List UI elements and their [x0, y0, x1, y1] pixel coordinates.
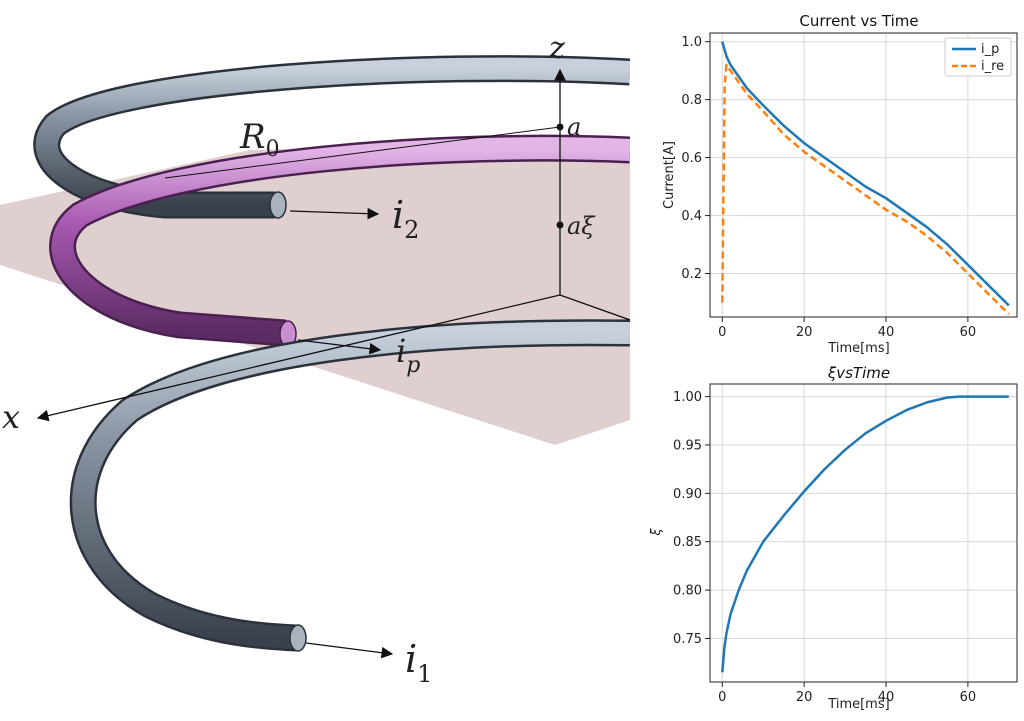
outer-coil-top — [33, 55, 630, 219]
xi-vs-time-chart: ξvsTime 0 20 40 600.750.800.850.900.951.00 … — [649, 364, 1018, 712]
label-z: z — [548, 31, 565, 66]
chart1-title: Current vs Time — [799, 12, 918, 30]
c2-ytick-label-5: 1.00 — [673, 390, 702, 405]
c2-ytick-label-2: 0.85 — [673, 535, 702, 550]
point-a-xi — [556, 221, 564, 229]
c2-xtick-label-2: 40 — [878, 690, 895, 705]
c2-xtick-label-0: 0 — [718, 690, 726, 705]
coil-diagram: z x R0 a aξ i2 i1 ip — [0, 31, 630, 688]
label-R0: R0 — [239, 117, 280, 162]
arrow-i1 — [305, 642, 394, 659]
c1-ytick-label-1: 0.4 — [681, 209, 702, 224]
c1-series-line-i-p — [721, 41, 1010, 307]
chart1-legend: i_p i_re — [944, 37, 1012, 77]
c1-xtick-label-0: 0 — [718, 325, 726, 340]
label-x: x — [2, 398, 20, 436]
label-a: a — [567, 113, 581, 141]
c1-ytick-label-3: 0.8 — [681, 93, 702, 108]
arrow-ip — [297, 339, 382, 355]
label-i2: i2 — [392, 193, 419, 244]
legend-label-i-re: i_re — [981, 59, 1004, 74]
c2-xtick-label-1: 20 — [796, 690, 813, 705]
outer-coil-bottom — [69, 319, 630, 652]
c2-series-line-0 — [721, 395, 1009, 673]
c1-series-line-i-re — [721, 63, 1010, 315]
c1-ytick-label-4: 1.0 — [681, 35, 702, 50]
chart2-ylabel: ξ — [649, 528, 664, 537]
c2-ytick-label-4: 0.95 — [673, 438, 702, 453]
y-axis — [559, 294, 630, 321]
c2-xtick-label-3: 60 — [960, 690, 977, 705]
label-i1: i1 — [405, 637, 432, 688]
c2-ytick-label-1: 0.80 — [673, 584, 702, 599]
c2-ytick-label-0: 0.75 — [673, 632, 702, 647]
chart1-plot-frame — [709, 32, 1018, 318]
c1-xtick-label-1: 20 — [796, 325, 813, 340]
chart2-xlabel: Time[ms] — [827, 697, 889, 712]
c1-xtick-label-3: 60 — [960, 325, 977, 340]
c1-ytick-label-2: 0.6 — [681, 151, 702, 166]
c1-xtick-label-2: 40 — [878, 325, 895, 340]
label-ip: ip — [396, 332, 420, 378]
arrow-i2 — [289, 207, 380, 220]
label-a-xi: aξ — [567, 212, 596, 240]
point-a — [556, 123, 564, 131]
current-vs-time-chart: Current vs Time 0 20 40 60 0.2 0.4 0.6 0.8 1.0 T… — [662, 12, 1018, 356]
chart1-ylabel: Current[A] — [662, 141, 677, 209]
c2-ytick-label-3: 0.90 — [673, 487, 702, 502]
radius-line — [164, 126, 561, 179]
c1-ytick-label-0: 0.2 — [681, 267, 702, 282]
x-axis — [36, 294, 561, 422]
chart2-plot-frame — [709, 383, 1018, 683]
chart2-title: ξvsTime — [827, 364, 890, 382]
chart1-xlabel: Time[ms] — [827, 341, 889, 356]
legend-label-i-p: i_p — [981, 42, 999, 57]
